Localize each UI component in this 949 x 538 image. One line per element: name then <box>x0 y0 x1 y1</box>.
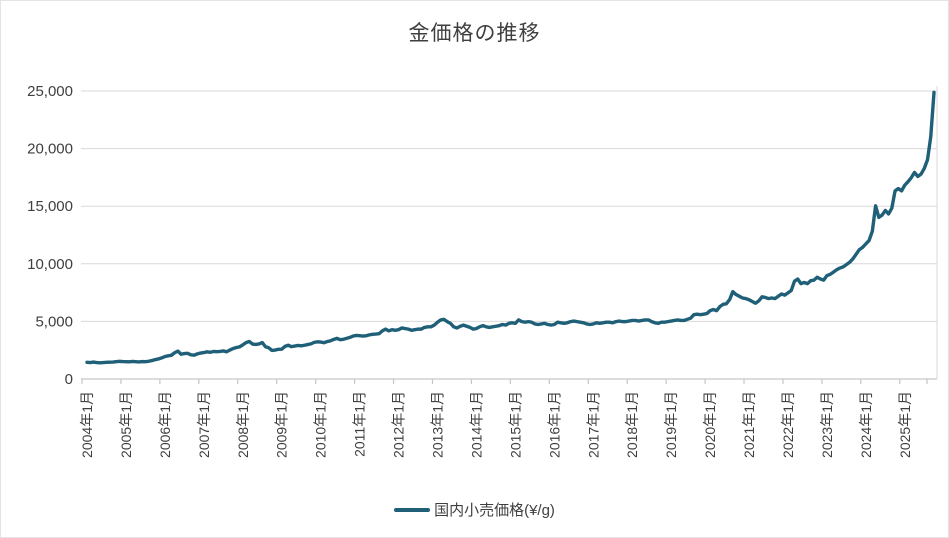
legend-line-marker-icon <box>394 507 431 512</box>
x-axis-tick-label: 2015年1月 <box>507 391 523 458</box>
y-axis-tick-label: 10,000 <box>27 256 73 273</box>
x-axis-tick-label: 2023年1月 <box>819 391 835 458</box>
x-axis-tick-label: 2022年1月 <box>780 391 796 458</box>
x-axis-tick-label: 2024年1月 <box>858 391 874 458</box>
legend-series-label: 国内小売価格(¥/g) <box>434 502 555 519</box>
x-axis-tick-label: 2025年1月 <box>897 391 913 458</box>
x-axis-tick-label: 2017年1月 <box>585 391 601 458</box>
x-axis-tick-label: 2004年1月 <box>79 391 95 458</box>
x-axis-tick-label: 2021年1月 <box>741 391 757 458</box>
chart-legend: 国内小売価格(¥/g) <box>1 499 948 520</box>
x-axis-tick-label: 2020年1月 <box>702 391 718 458</box>
chart-title: 金価格の推移 <box>408 22 541 45</box>
x-axis-tick-label: 2008年1月 <box>235 391 251 458</box>
y-axis-tick-label: 20,000 <box>27 141 73 158</box>
y-axis-tick-label: 25,000 <box>27 83 73 100</box>
x-axis-tick-label: 2014年1月 <box>468 391 484 458</box>
x-axis-tick-label: 2006年1月 <box>157 391 173 458</box>
x-axis-tick-label: 2013年1月 <box>429 391 445 458</box>
x-axis-tick-label: 2018年1月 <box>624 391 640 458</box>
x-axis-tick-label: 2019年1月 <box>663 391 679 458</box>
x-axis-tick-label: 2016年1月 <box>546 391 562 458</box>
x-axis-tick-label: 2010年1月 <box>313 391 329 458</box>
x-axis-tick-label: 2005年1月 <box>118 391 134 458</box>
x-axis-tick-label: 2009年1月 <box>274 391 290 458</box>
price-line-series <box>85 90 936 365</box>
y-axis-tick-label: 5,000 <box>35 313 73 330</box>
x-axis-tick-label: 2007年1月 <box>196 391 212 458</box>
x-axis-tick-label: 2011年1月 <box>352 391 368 457</box>
x-axis-tick-label: 2012年1月 <box>391 391 407 458</box>
y-axis-tick-label: 0 <box>65 371 73 388</box>
y-axis-tick-label: 15,000 <box>27 198 73 215</box>
